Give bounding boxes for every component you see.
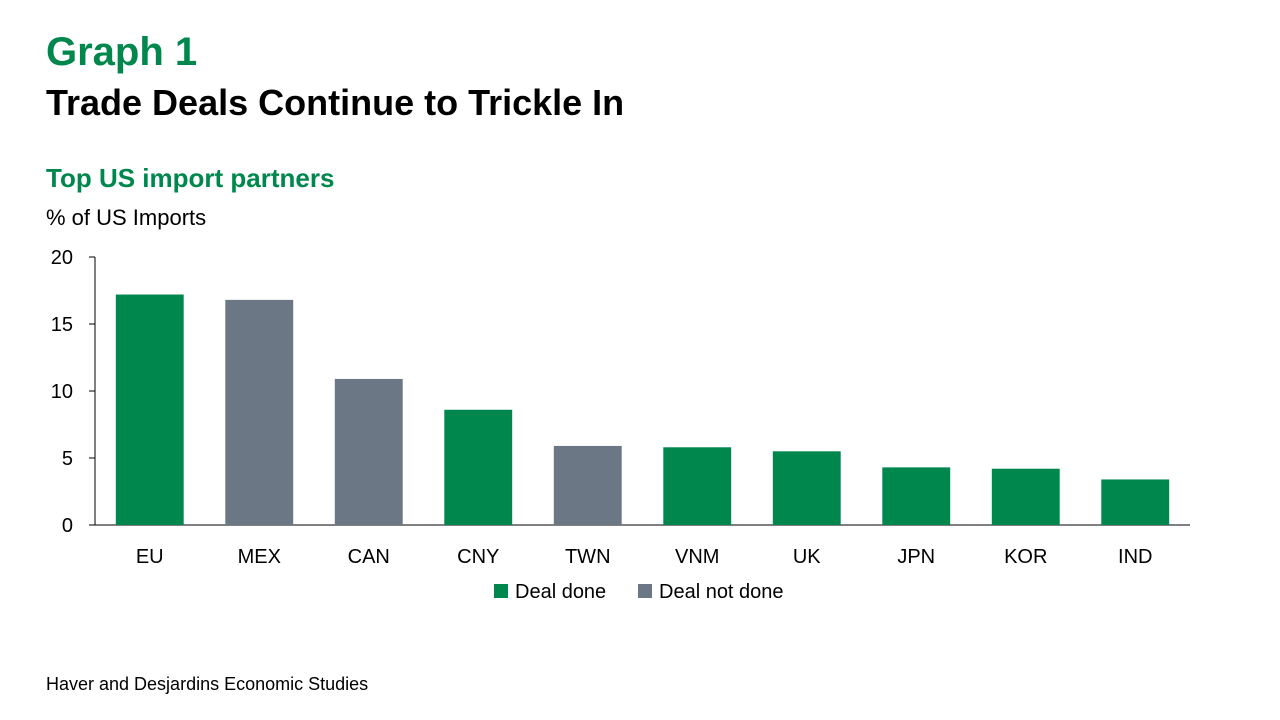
- bar-ind: [1101, 479, 1170, 525]
- legend-swatch-not-done: [638, 584, 652, 598]
- x-tick-label: CNY: [457, 546, 499, 568]
- legend-label-done: Deal done: [515, 581, 606, 603]
- x-tick-label: TWN: [565, 546, 611, 568]
- bar-kor: [991, 468, 1060, 525]
- bar-uk: [772, 451, 841, 525]
- x-tick-label: VNM: [675, 546, 719, 568]
- y-tick-label: 15: [51, 314, 73, 336]
- bar-can: [334, 378, 403, 525]
- bar-mex: [225, 299, 294, 525]
- chart-title: Top US import partners: [46, 163, 335, 193]
- bar-vnm: [663, 447, 732, 525]
- source-note: Haver and Desjardins Economic Studies: [46, 674, 369, 694]
- x-tick-label: KOR: [1004, 546, 1047, 568]
- y-axis-label: % of US Imports: [46, 205, 207, 230]
- bar-twn: [553, 445, 622, 525]
- y-tick-label: 5: [62, 448, 73, 470]
- x-tick-label: MEX: [238, 546, 281, 568]
- graph-label: Graph 1: [46, 30, 198, 74]
- y-tick-label: 0: [62, 515, 73, 537]
- x-tick-label: EU: [136, 546, 164, 568]
- y-tick-label: 10: [51, 381, 73, 403]
- x-tick-label: JPN: [897, 546, 935, 568]
- bar-eu: [115, 294, 184, 525]
- y-tick-label: 20: [51, 247, 73, 269]
- legend-label-not-done: Deal not done: [659, 581, 784, 603]
- legend-swatch-done: [494, 584, 508, 598]
- page-title: Trade Deals Continue to Trickle In: [46, 82, 625, 123]
- x-tick-label: IND: [1118, 546, 1152, 568]
- bar-jpn: [882, 467, 951, 525]
- x-tick-label: CAN: [348, 546, 390, 568]
- x-tick-label: UK: [793, 546, 821, 568]
- bar-cny: [444, 409, 513, 525]
- bar-chart: 0 5 10 15 20 EU MEX CAN CNY TWN VNM UK JPN KOR IND Deal…: [51, 247, 1190, 603]
